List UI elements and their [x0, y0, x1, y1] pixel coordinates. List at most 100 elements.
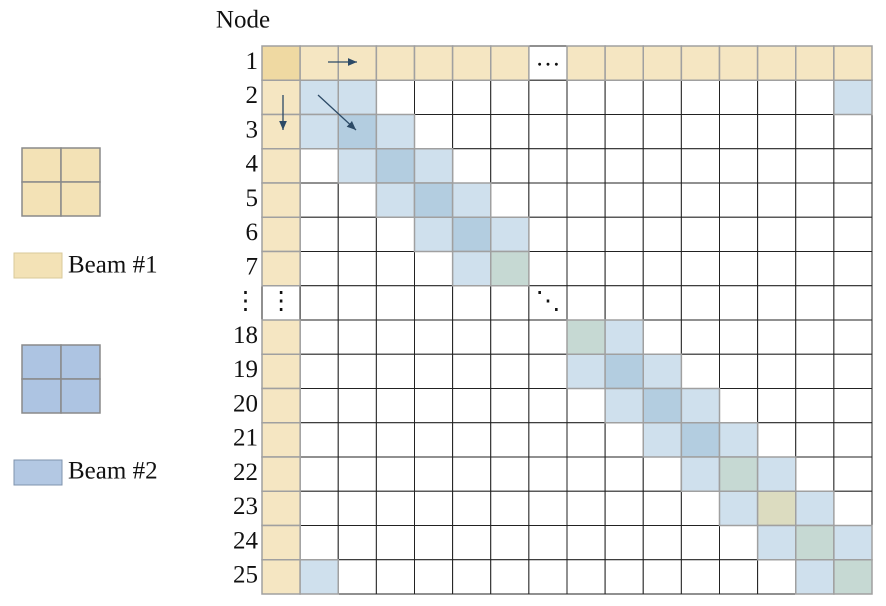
cell-ellipsis: …	[535, 44, 560, 71]
header: Node	[216, 7, 270, 34]
filled-cell	[299, 113, 339, 150]
cell	[528, 456, 568, 492]
filled-cell	[375, 45, 416, 81]
cell	[604, 422, 644, 458]
filled-cell	[375, 148, 416, 184]
cell	[642, 285, 682, 321]
cell	[833, 216, 873, 252]
cell	[452, 490, 492, 526]
cell	[414, 114, 454, 150]
row-label: 25	[233, 562, 258, 589]
cell	[528, 251, 568, 287]
cell	[795, 251, 835, 287]
filled-cell	[413, 216, 454, 253]
cell	[680, 216, 720, 252]
cell-ellipsis: ⋮	[269, 288, 294, 315]
filled-cell	[680, 422, 721, 458]
cell	[375, 525, 415, 561]
cell	[375, 388, 415, 424]
cell	[337, 285, 377, 321]
cell	[452, 285, 492, 321]
filled-cell	[756, 524, 797, 561]
cell	[757, 422, 797, 458]
cell	[795, 285, 835, 321]
cell	[566, 490, 606, 526]
cell	[795, 216, 835, 252]
filled-cell	[299, 45, 339, 81]
filled-cell	[299, 79, 339, 116]
cell	[452, 319, 492, 355]
cell	[642, 79, 682, 115]
filled-cell	[566, 319, 606, 355]
cell	[528, 422, 568, 458]
cell	[337, 182, 377, 218]
cell-ellipsis: ⋱	[535, 288, 560, 315]
legend: Beam #1 Beam #2	[13, 147, 158, 486]
arrows	[279, 58, 357, 131]
cell	[337, 456, 377, 492]
cell	[414, 490, 454, 526]
cell	[757, 353, 797, 389]
filled-cell	[833, 45, 873, 81]
cell	[795, 148, 835, 184]
cell	[414, 525, 454, 561]
row-label: 5	[246, 185, 259, 212]
filled-cell	[337, 45, 378, 81]
cell	[757, 114, 797, 150]
cell	[833, 182, 873, 218]
cell	[299, 319, 339, 355]
cell	[604, 559, 644, 595]
cell	[795, 456, 835, 492]
filled-cell	[451, 216, 492, 253]
cell	[414, 285, 454, 321]
filled-cell	[413, 182, 454, 218]
cell	[566, 182, 606, 218]
cell	[375, 353, 415, 389]
cell	[604, 456, 644, 492]
cell	[642, 525, 682, 561]
cell	[680, 525, 720, 561]
cell	[719, 114, 759, 150]
cell	[566, 114, 606, 150]
filled-cell	[261, 45, 301, 81]
filled-cell	[642, 387, 683, 424]
filled-cell	[833, 79, 873, 116]
cell	[680, 79, 720, 115]
filled-cell	[375, 182, 416, 218]
cell	[528, 319, 568, 355]
filled-cell	[375, 113, 416, 150]
filled-cell	[756, 456, 797, 492]
cell	[299, 388, 339, 424]
cell	[604, 79, 644, 115]
cell	[375, 490, 415, 526]
filled-cell	[261, 216, 301, 253]
legend-swatch	[13, 252, 63, 279]
filled-cell	[795, 524, 835, 561]
filled-cell	[604, 353, 644, 390]
cell	[528, 114, 568, 150]
cell	[452, 456, 492, 492]
filled-cell	[642, 422, 683, 458]
cell	[528, 490, 568, 526]
cell	[375, 79, 415, 115]
cell	[719, 216, 759, 252]
cell	[528, 79, 568, 115]
row-label: 19	[233, 356, 258, 383]
cell	[337, 422, 377, 458]
cell	[757, 148, 797, 184]
cell	[414, 353, 454, 389]
matrix: … ⋮ ⋱	[261, 44, 873, 595]
cell	[795, 353, 835, 389]
filled-cell	[604, 319, 644, 355]
filled-cell	[413, 45, 454, 81]
cell	[375, 456, 415, 492]
row-label: 18	[233, 322, 258, 349]
row-label: 2	[246, 82, 259, 109]
cell	[719, 525, 759, 561]
cell	[680, 319, 720, 355]
cell	[833, 285, 873, 321]
cell	[719, 182, 759, 218]
filled-cell	[833, 559, 873, 595]
cell	[833, 490, 873, 526]
cell	[757, 251, 797, 287]
